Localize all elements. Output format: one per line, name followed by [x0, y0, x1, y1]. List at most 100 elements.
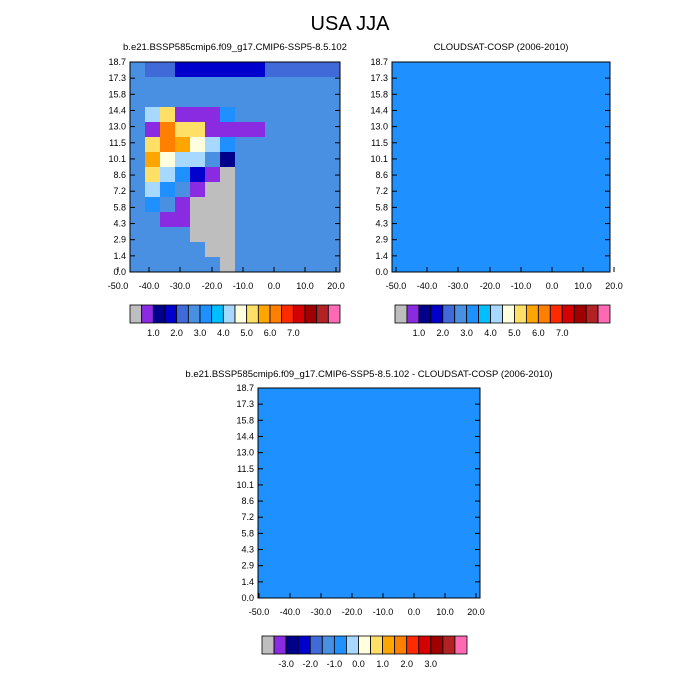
heatmap-cell [501, 77, 517, 93]
colorbar-box [246, 304, 259, 324]
heatmap-cell [438, 107, 455, 123]
heatmap-cell [250, 212, 266, 228]
heatmap-cell [501, 167, 517, 183]
heatmap-cell [464, 538, 481, 554]
heatmap-cell [289, 403, 306, 419]
heatmap-cell [547, 107, 564, 123]
heatmap-cell [485, 212, 502, 228]
heatmap-cell [432, 448, 449, 464]
heatmap-cell [578, 62, 595, 78]
heatmap-cell [416, 553, 433, 569]
heatmap-cell [392, 152, 408, 168]
y-tick-label: 5.8 [375, 202, 388, 212]
heatmap-cell [190, 122, 206, 138]
colorbar-box [304, 304, 318, 324]
heatmap-cell [423, 182, 440, 198]
heatmap-cell [563, 257, 580, 273]
heatmap-cell [369, 433, 386, 449]
heatmap-cell [423, 107, 440, 123]
x-tick-label: -30.0 [170, 281, 191, 291]
colorbar-box [454, 635, 468, 655]
heatmap-cell [250, 227, 266, 243]
heatmap-cell [369, 403, 386, 419]
heatmap-cell [235, 137, 251, 153]
heatmap-cell [469, 242, 486, 258]
heatmap-cell [250, 77, 266, 93]
heatmap-cell [392, 227, 408, 243]
heatmap-cell [310, 62, 326, 78]
heatmap-cell [130, 257, 146, 273]
colorbar-box [478, 304, 491, 324]
heatmap-cell [438, 92, 455, 108]
heatmap-cell [438, 257, 455, 273]
heatmap-cell [235, 107, 251, 123]
y-tick-label: 0.0 [375, 267, 388, 277]
heatmap-cell [532, 107, 549, 123]
heatmap-cell [407, 152, 424, 168]
heatmap-cell [310, 107, 326, 123]
heatmap-cell [235, 77, 251, 93]
heatmap-cell [454, 227, 471, 243]
x-tick-label: 10.0 [436, 607, 454, 617]
heatmap-cell [384, 418, 402, 434]
heatmap-cell [578, 107, 595, 123]
colorbar-label: 2.0 [170, 328, 183, 338]
heatmap-cell [145, 152, 161, 168]
heatmap-cell [384, 478, 402, 494]
heatmap-cell [273, 583, 291, 599]
heatmap-cell [337, 463, 354, 479]
x-tick-label: 0.0 [546, 281, 559, 291]
heatmap-cell [273, 553, 291, 569]
heatmap-cell [448, 403, 465, 419]
heatmap-cell [400, 463, 417, 479]
heatmap-cell [321, 583, 338, 599]
y-tick-label: 11.5 [109, 138, 126, 148]
heatmap-cell [469, 137, 486, 153]
heatmap-cell [432, 568, 449, 584]
colorbar-box [561, 304, 575, 324]
y-tick-label: 4.3 [375, 219, 388, 229]
heatmap-cell [578, 152, 595, 168]
heatmap-cell [594, 137, 611, 153]
heatmap-cell [130, 242, 146, 258]
heatmap-cell [325, 212, 341, 228]
heatmap-cell [400, 388, 417, 404]
heatmap-cell [265, 182, 281, 198]
heatmap-cell [289, 478, 306, 494]
heatmap-cell [547, 257, 564, 273]
heatmap-cell [305, 463, 322, 479]
heatmap-cell [516, 257, 533, 273]
x-tick-label: -20.0 [342, 607, 363, 617]
heatmap-cell [205, 182, 221, 198]
heatmap-cell [516, 152, 533, 168]
heatmap-cell [130, 107, 146, 123]
heatmap-cell [563, 182, 580, 198]
heatmap-cell [273, 478, 291, 494]
colorbar-box [502, 304, 515, 324]
heatmap-cell [532, 167, 549, 183]
heatmap-cell [310, 212, 326, 228]
heatmap-cell [400, 538, 417, 554]
heatmap-cell [280, 122, 296, 138]
heatmap-cell [392, 197, 408, 213]
heatmap-cell [454, 137, 471, 153]
heatmap-cell [532, 137, 549, 153]
heatmap-cell [130, 77, 146, 93]
heatmap-cell [563, 152, 580, 168]
colorbar-label: 7.0 [556, 328, 569, 338]
x-tick-label: -50.0 [249, 607, 270, 617]
heatmap-cell [547, 122, 564, 138]
y-tick-label: 5.8 [113, 202, 126, 212]
heatmap-cell [432, 523, 449, 539]
colorbar-box [297, 635, 311, 655]
heatmap-cell [423, 152, 440, 168]
colorbar-box [129, 304, 143, 324]
heatmap-cell [321, 523, 338, 539]
heatmap-cell [145, 122, 161, 138]
colorbar: 1.0 2.0 3.0 4.0 5.0 6.0 7.0 [394, 304, 611, 338]
heatmap-cell [532, 152, 549, 168]
heatmap-cell [295, 92, 311, 108]
heatmap-cell [250, 242, 266, 258]
y-tick-label: 4.3 [113, 219, 126, 229]
heatmap-cell [258, 448, 275, 464]
